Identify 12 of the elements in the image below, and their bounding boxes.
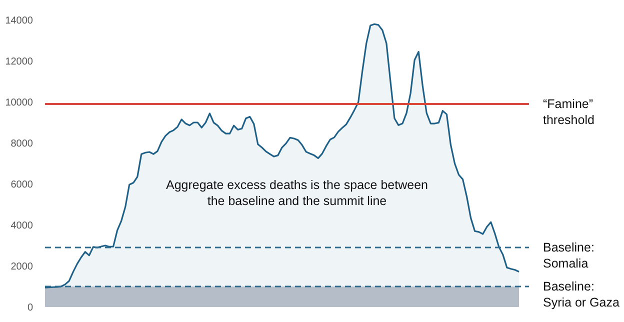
- y-tick-label: 10000: [5, 98, 34, 108]
- y-tick-label: 2000: [10, 262, 34, 272]
- y-tick-label: 6000: [10, 180, 34, 190]
- ref-line-label: “Famine” threshold: [543, 97, 594, 128]
- y-tick-label: 14000: [5, 16, 34, 26]
- y-tick-label: 4000: [10, 220, 34, 232]
- ref-line-label: Baseline: Somalia: [543, 240, 594, 271]
- y-tick-label: 0: [27, 302, 34, 314]
- annotation: Aggregate excess deaths is the space between the baseline and the summit line: [166, 178, 428, 208]
- y-tick-label: 12000: [5, 56, 34, 68]
- ref-line-label: Baseline: Syria or Gaza: [543, 280, 620, 310]
- y-tick-label: 8000: [10, 138, 34, 150]
